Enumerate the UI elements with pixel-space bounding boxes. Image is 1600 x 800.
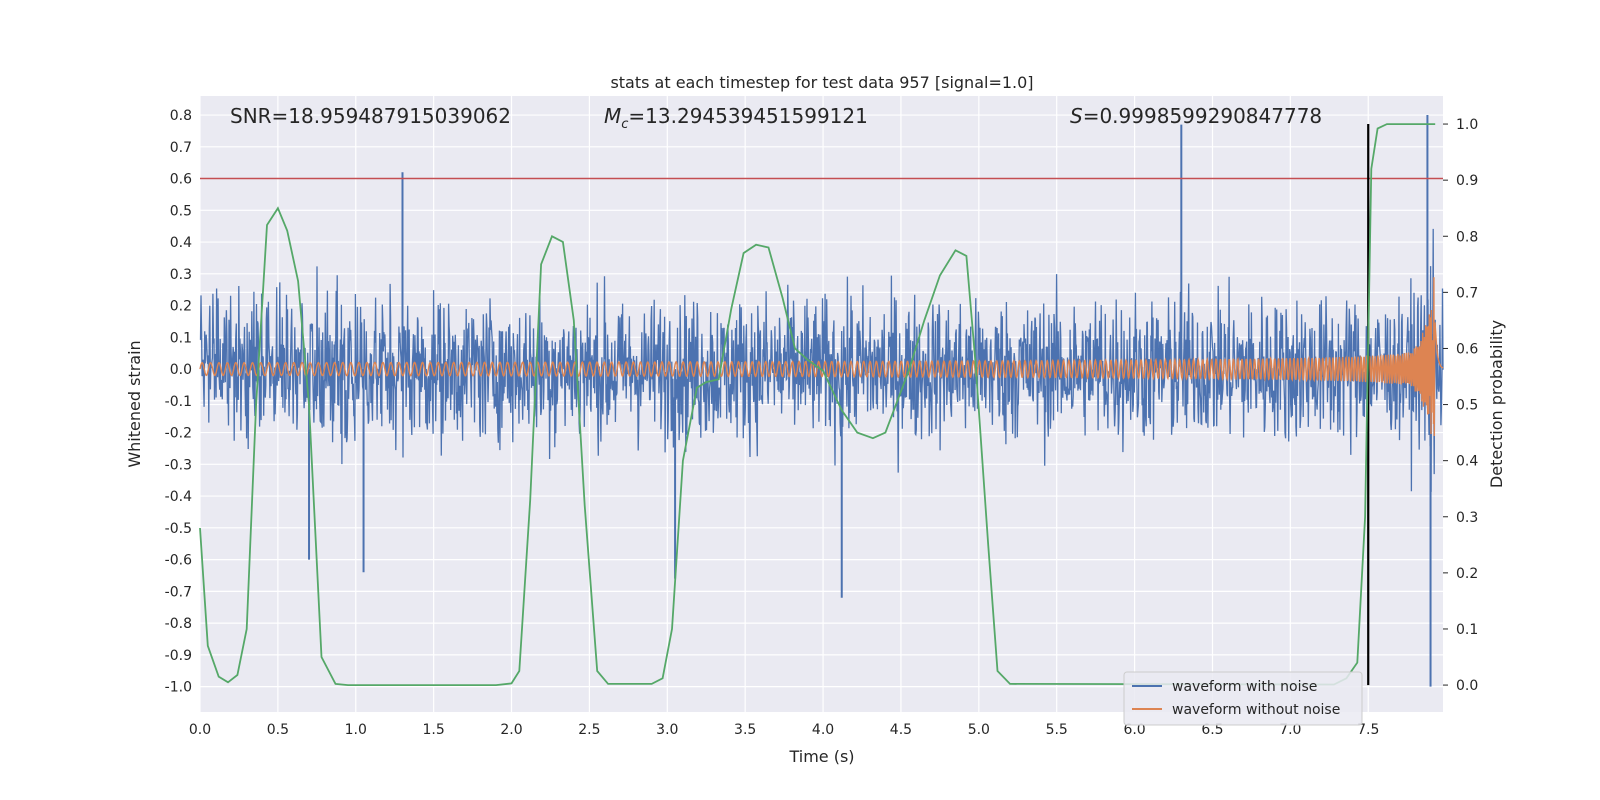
x-axis-label: Time (s): [788, 747, 854, 766]
threshold-lines: [200, 124, 1443, 686]
y-tick-label: 0.1: [170, 330, 192, 346]
y-tick-label: 0.2: [170, 299, 192, 315]
y-tick-label: -0.6: [165, 553, 192, 569]
x-tick-label: 4.5: [890, 722, 912, 738]
chart-title: stats at each timestep for test data 957…: [610, 73, 1033, 92]
legend: waveform with noise waveform without noi…: [1123, 671, 1363, 726]
x-tick-label: 0.5: [267, 722, 289, 738]
y-tick-label: 0.7: [170, 140, 192, 156]
detection-probability-line: [199, 123, 1436, 686]
y-tick-label: -0.3: [165, 457, 192, 473]
series-detection-probability: [199, 123, 1436, 686]
y2-tick-label: 0.6: [1456, 341, 1478, 357]
y2-axis-label: Detection probability: [1487, 320, 1506, 488]
y2-tick-label: 0.1: [1456, 622, 1478, 638]
chirp-mass-value: =13.294539451599121: [628, 104, 867, 128]
y2-tick-label: 0.7: [1456, 285, 1478, 301]
x-tick-label: 1.5: [423, 722, 445, 738]
y-tick-label: -0.9: [165, 648, 192, 664]
x-axis-ticks: 0.0 0.5 1.0 1.5 2.0 2.5 3.0 3.5 4.0 4.5 5.0 5.5 6.0 6…: [189, 722, 1379, 738]
y-tick-label: -0.5: [165, 521, 192, 537]
x-tick-label: 1.0: [345, 722, 367, 738]
x-tick-label: 6.5: [1201, 722, 1223, 738]
y-tick-label: 0.6: [170, 172, 192, 188]
x-tick-label: 7.0: [1279, 722, 1301, 738]
chirp-mass-subscript: c: [621, 117, 628, 132]
score-symbol: S: [1070, 104, 1083, 128]
y-tick-label: 0.5: [170, 203, 192, 219]
chirp-mass-symbol: M: [604, 104, 621, 128]
x-tick-label: 2.5: [578, 722, 600, 738]
y-tick-label: -0.7: [165, 584, 192, 600]
x-tick-label: 3.0: [656, 722, 678, 738]
legend-label-clean: waveform without noise: [1172, 702, 1340, 718]
x-tick-label: 0.0: [189, 722, 211, 738]
x-tick-label: 5.0: [968, 722, 990, 738]
y-tick-label: 0.3: [170, 267, 192, 283]
legend-box: [1123, 671, 1363, 726]
y2-tick-label: 0.0: [1456, 678, 1478, 694]
x-tick-label: 6.0: [1123, 722, 1145, 738]
y-tick-label: -0.8: [165, 616, 192, 632]
y2-tick-label: 0.8: [1456, 229, 1478, 245]
x-tick-label: 5.5: [1046, 722, 1068, 738]
y-tick-label: -0.1: [165, 394, 192, 410]
series-waveform-without-noise: [199, 277, 1444, 437]
y-tick-label: 0.4: [170, 235, 192, 251]
y-tick-label: -0.2: [165, 426, 192, 442]
y2-tick-label: 0.2: [1456, 566, 1478, 582]
y2-tick-label: 1.0: [1456, 117, 1478, 133]
y2-tick-label: 0.3: [1456, 510, 1478, 526]
y2-tick-label: 0.4: [1456, 454, 1478, 470]
snr-annotation: SNR=18.959487915039062: [230, 104, 511, 128]
chirp-mass-annotation: Mc=13.294539451599121: [604, 104, 868, 132]
x-tick-label: 7.5: [1357, 722, 1379, 738]
y2-tick-label: 0.5: [1456, 398, 1478, 414]
score-annotation: S=0.9998599290847778: [1070, 104, 1322, 128]
y-axis-ticks: 0.8 0.7 0.6 0.5 0.4 0.3 0.2 0.1 0.0 -0.1 -0.2 -0.3 -…: [165, 108, 192, 696]
y-axis-label: Whitened strain: [125, 340, 144, 467]
y2-axis-ticks: 1.0 0.9 0.8 0.7 0.6 0.5 0.4 0.3 0.2 0.1 0.0: [1443, 117, 1478, 694]
score-value: =0.9998599290847778: [1083, 104, 1322, 128]
x-tick-label: 3.5: [734, 722, 756, 738]
y-tick-label: -1.0: [165, 680, 192, 696]
y-tick-label: 0.8: [170, 108, 192, 124]
y-tick-label: 0.0: [170, 362, 192, 378]
clean-waveform-line: [199, 277, 1444, 437]
y2-tick-label: 0.9: [1456, 173, 1478, 189]
x-tick-label: 4.0: [812, 722, 834, 738]
legend-label-noise: waveform with noise: [1172, 679, 1317, 695]
y-tick-label: -0.4: [165, 489, 192, 505]
x-tick-label: 2.0: [500, 722, 522, 738]
